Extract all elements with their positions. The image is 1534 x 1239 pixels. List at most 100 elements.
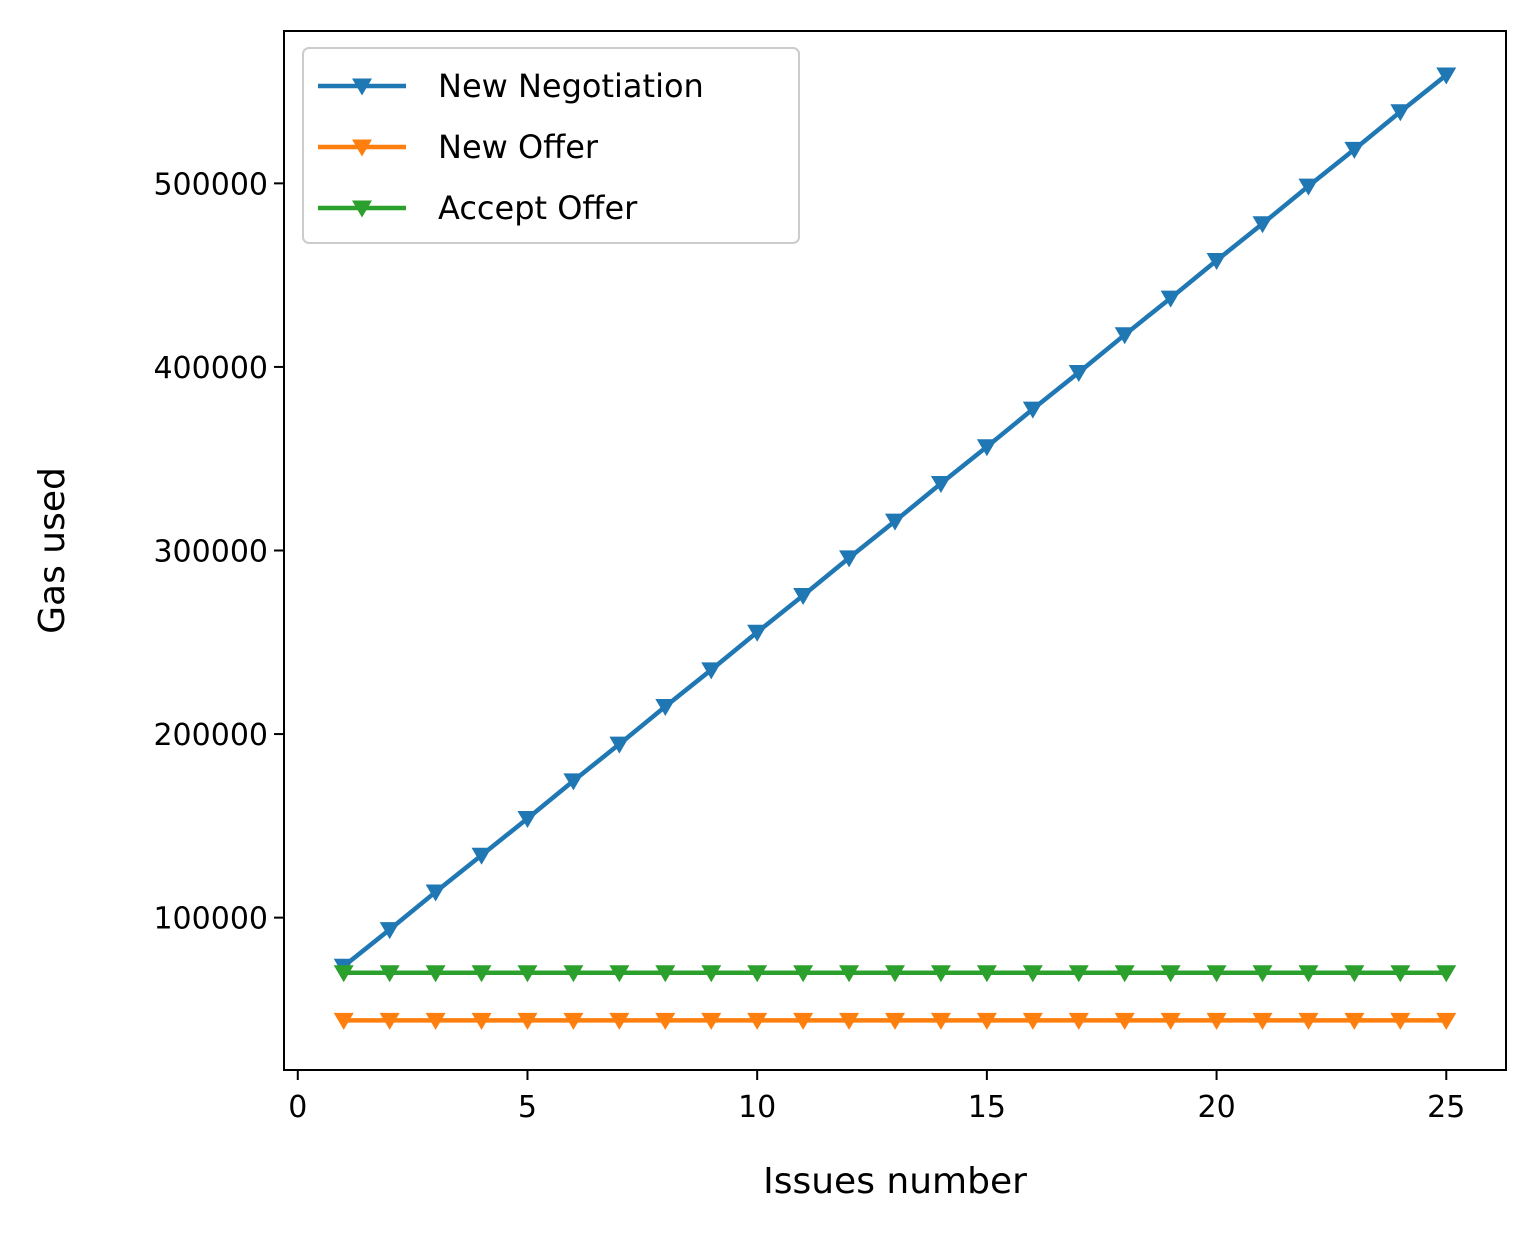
data-point	[976, 1012, 997, 1030]
data-point	[425, 884, 446, 902]
legend: New Negotiation New Offer Accept Offer	[302, 47, 800, 244]
data-point	[1160, 290, 1181, 308]
data-point	[885, 513, 905, 531]
y-axis-ticks: 100000 200000 300000 400000 500000	[153, 167, 284, 937]
data-point	[930, 1012, 951, 1030]
data-point	[839, 965, 860, 983]
data-point	[655, 699, 676, 717]
data-point	[1298, 1012, 1319, 1030]
x-tick-label: 0	[288, 1090, 307, 1125]
data-point	[471, 965, 492, 983]
data-point	[1068, 965, 1089, 983]
data-point	[976, 439, 997, 457]
data-point	[563, 773, 584, 791]
data-point	[793, 587, 814, 605]
data-point	[517, 965, 538, 983]
legend-item: New Offer	[318, 128, 599, 166]
y-axis-label: Gas used	[32, 467, 73, 634]
y-tick-label: 400000	[153, 351, 268, 386]
x-tick-label: 25	[1427, 1090, 1465, 1125]
data-point	[839, 1012, 860, 1030]
data-point	[930, 475, 951, 493]
data-point	[1436, 67, 1457, 85]
series-accept-offer	[333, 965, 1457, 983]
series-layer	[333, 67, 1457, 1030]
data-point	[563, 1012, 584, 1030]
data-point	[655, 965, 676, 983]
x-axis-ticks: 0 5 10 15 20 25	[288, 1070, 1465, 1125]
legend-swatch-marker	[352, 78, 372, 96]
data-point	[1252, 965, 1273, 983]
data-point	[747, 624, 768, 642]
data-point	[563, 965, 584, 983]
data-point	[1206, 252, 1227, 270]
data-point	[609, 1012, 630, 1030]
data-point	[1390, 104, 1411, 122]
x-tick-label: 5	[518, 1090, 537, 1125]
data-point	[1114, 965, 1135, 983]
legend-item: Accept Offer	[318, 189, 638, 227]
y-tick-label: 100000	[153, 902, 268, 937]
data-point	[517, 811, 538, 829]
legend-label: Accept Offer	[438, 189, 638, 227]
data-point	[885, 1012, 905, 1030]
data-point	[1298, 178, 1319, 196]
legend-box	[302, 47, 800, 244]
data-point	[1252, 216, 1273, 234]
y-tick-label: 300000	[153, 535, 268, 570]
data-point	[747, 1012, 768, 1030]
data-point	[425, 965, 446, 983]
y-tick-label: 200000	[153, 718, 268, 753]
data-point	[1344, 1012, 1365, 1030]
data-point	[333, 965, 354, 983]
data-point	[1160, 965, 1181, 983]
data-point	[701, 965, 722, 983]
data-point	[1252, 1012, 1273, 1030]
legend-label: New Negotiation	[438, 67, 704, 105]
data-point	[379, 922, 400, 940]
x-axis-label: Issues number	[763, 1161, 1027, 1202]
y-tick-label: 500000	[153, 167, 268, 202]
data-point	[839, 550, 860, 568]
data-point	[609, 965, 630, 983]
data-point	[701, 662, 722, 680]
data-point	[1390, 1012, 1411, 1030]
data-point	[379, 965, 400, 983]
data-point	[1022, 401, 1043, 419]
data-point	[1206, 1012, 1227, 1030]
data-point	[609, 736, 630, 754]
data-point	[655, 1012, 676, 1030]
data-point	[1436, 965, 1457, 983]
data-point	[1068, 1012, 1089, 1030]
data-point	[793, 965, 814, 983]
data-point	[1160, 1012, 1181, 1030]
data-point	[1022, 965, 1043, 983]
data-point	[1114, 327, 1135, 345]
data-point	[1114, 1012, 1135, 1030]
series-new-negotiation	[333, 67, 1457, 976]
data-point	[1206, 965, 1227, 983]
data-point	[471, 1012, 492, 1030]
data-point	[517, 1012, 538, 1030]
legend-swatch-marker	[352, 200, 372, 218]
data-point	[1344, 965, 1365, 983]
x-tick-label: 20	[1197, 1090, 1235, 1125]
data-point	[701, 1012, 722, 1030]
data-point	[1344, 141, 1365, 159]
data-point	[747, 965, 768, 983]
legend-swatch-marker	[352, 139, 372, 157]
legend-label: New Offer	[438, 128, 599, 166]
data-point	[425, 1012, 446, 1030]
data-point	[471, 847, 492, 865]
data-point	[333, 1012, 354, 1030]
data-point	[1298, 965, 1319, 983]
data-point	[379, 1012, 400, 1030]
data-point	[885, 965, 905, 983]
legend-item: New Negotiation	[318, 67, 704, 105]
series-new-offer	[333, 1012, 1457, 1030]
data-point	[976, 965, 997, 983]
data-point	[930, 965, 951, 983]
data-point	[793, 1012, 814, 1030]
